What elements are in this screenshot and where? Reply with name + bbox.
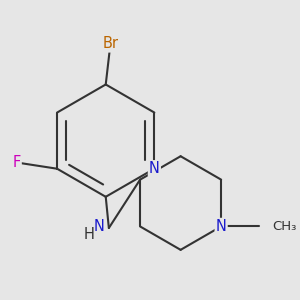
Text: N: N <box>216 219 226 234</box>
Text: F: F <box>12 155 21 170</box>
Text: N: N <box>149 161 160 176</box>
Text: CH₃: CH₃ <box>273 220 297 233</box>
Text: N: N <box>94 219 105 234</box>
Text: Br: Br <box>102 36 119 51</box>
Text: H: H <box>83 227 94 242</box>
